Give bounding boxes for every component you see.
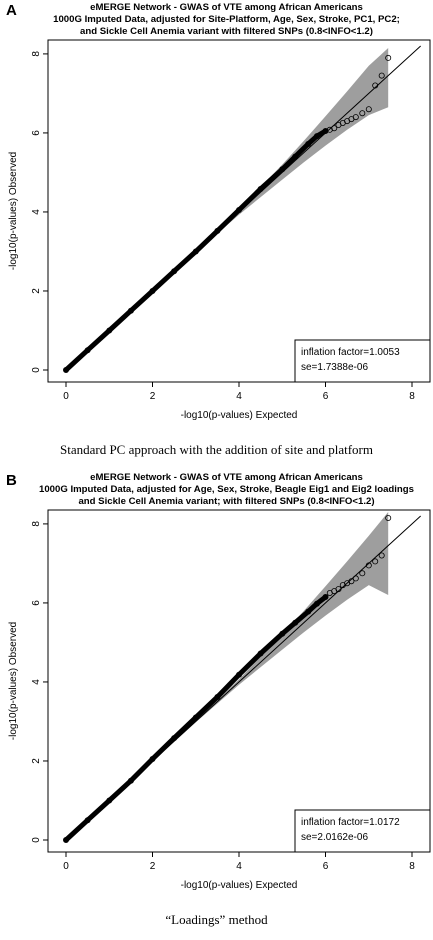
- data-point: [352, 114, 359, 121]
- data-point: [385, 54, 392, 61]
- data-point: [171, 268, 178, 275]
- dense-point-trace: [63, 594, 328, 843]
- y-tick-label: 2: [31, 288, 42, 294]
- data-point: [257, 650, 264, 657]
- legend-box: [294, 339, 431, 383]
- data-point: [171, 735, 178, 742]
- data-point: [149, 755, 156, 762]
- x-tick-label: 0: [63, 861, 69, 872]
- qq-plot-a: 0 2 4 6 8 0 2 4 6 8 -log10(p-values) Expected -log1…: [8, 39, 431, 421]
- y-tick-label: 6: [31, 130, 42, 136]
- y-axis-label: -log10(p-values) Observed: [8, 622, 19, 740]
- data-point: [235, 206, 242, 213]
- data-point: [292, 153, 299, 160]
- data-point: [127, 307, 134, 314]
- title-line-3: and Sickle Cell Anemia variant with filt…: [80, 26, 373, 37]
- data-point: [106, 797, 113, 804]
- y-axis-label: -log10(p-values) Observed: [8, 152, 19, 270]
- data-point: [365, 562, 372, 569]
- data-point: [331, 125, 338, 132]
- x-tick-label: 6: [323, 861, 329, 872]
- data-point: [313, 133, 320, 140]
- x-tick-label: 6: [323, 391, 329, 402]
- x-tick-label: 0: [63, 391, 69, 402]
- y-tick-label: 8: [31, 521, 42, 527]
- data-point: [305, 608, 312, 615]
- qq-plot-b: 0 2 4 6 8 0 2 4 6 8 -log10(p-values) Expected -log1…: [8, 509, 431, 891]
- data-point: [63, 366, 70, 373]
- data-point: [192, 248, 199, 255]
- data-point: [385, 515, 392, 522]
- data-point: [378, 552, 385, 559]
- legend-se: se=2.0162e-06: [301, 832, 368, 843]
- panel-letter: B: [6, 472, 17, 489]
- data-point: [359, 570, 366, 577]
- data-point: [192, 714, 199, 721]
- data-point: [359, 110, 366, 117]
- data-point: [279, 630, 286, 637]
- x-tick-label: 2: [150, 861, 156, 872]
- figure-caption: “Loadings” method: [165, 912, 268, 927]
- chart-title: eMERGE Network - GWAS of VTE among Afric…: [20, 2, 433, 38]
- chart-title: eMERGE Network - GWAS of VTE among Afric…: [20, 472, 433, 508]
- data-point: [214, 693, 221, 700]
- data-point: [257, 185, 264, 192]
- data-point: [352, 575, 359, 582]
- dense-point-trace: [63, 128, 328, 373]
- data-point: [365, 106, 372, 113]
- data-point: [279, 166, 286, 173]
- data-point: [372, 558, 379, 565]
- data-point: [149, 287, 156, 294]
- data-point: [372, 82, 379, 89]
- y-tick-label: 0: [31, 837, 42, 843]
- figure-caption: Standard PC approach with the addition o…: [59, 442, 373, 457]
- title-line-1: eMERGE Network - GWAS of VTE among Afric…: [90, 472, 363, 483]
- x-axis-label: -log10(p-values) Expected: [181, 880, 298, 891]
- data-point: [348, 578, 355, 585]
- data-point: [84, 817, 91, 824]
- y-tick-label: 2: [31, 758, 42, 764]
- title-line-2: 1000G Imputed Data, adjusted for Site-Pl…: [53, 14, 400, 25]
- panel-letter: A: [6, 2, 17, 19]
- panel-a: A eMERGE Network - GWAS of VTE among Afr…: [6, 2, 433, 457]
- data-point: [322, 594, 329, 601]
- x-tick-label: 4: [236, 391, 242, 402]
- data-point: [127, 777, 134, 784]
- confidence-band: [66, 512, 389, 840]
- y-tick-label: 0: [31, 367, 42, 373]
- data-point: [378, 72, 385, 79]
- confidence-band: [66, 48, 389, 370]
- y-tick-label: 4: [31, 679, 42, 685]
- data-point: [106, 327, 113, 334]
- x-tick-label: 8: [409, 861, 415, 872]
- legend-inflation-factor: inflation factor=1.0172: [301, 817, 400, 828]
- title-line-2: 1000G Imputed Data, adjusted for Age, Se…: [39, 484, 414, 495]
- data-point: [214, 227, 221, 234]
- x-axis-label: -log10(p-values) Expected: [181, 410, 298, 421]
- x-tick-label: 8: [409, 391, 415, 402]
- y-tick-label: 8: [31, 51, 42, 57]
- y-tick-label: 6: [31, 600, 42, 606]
- data-point: [63, 836, 70, 843]
- data-point: [235, 671, 242, 678]
- y-tick-label: 4: [31, 209, 42, 215]
- legend-inflation-factor: inflation factor=1.0053: [301, 347, 400, 358]
- title-line-3: and Sickle Cell Anemia variant; with fil…: [78, 496, 375, 507]
- data-point: [313, 600, 320, 607]
- x-tick-label: 4: [236, 861, 242, 872]
- data-point: [335, 586, 342, 593]
- panel-b: B eMERGE Network - GWAS of VTE among Afr…: [0, 470, 433, 940]
- data-point: [84, 347, 91, 354]
- x-tick-label: 2: [150, 391, 156, 402]
- data-point: [292, 619, 299, 626]
- data-point: [322, 127, 329, 134]
- data-point: [305, 140, 312, 147]
- legend-se: se=1.7388e-06: [301, 362, 368, 373]
- legend-box: [294, 809, 431, 853]
- title-line-1: eMERGE Network - GWAS of VTE among Afric…: [90, 2, 363, 13]
